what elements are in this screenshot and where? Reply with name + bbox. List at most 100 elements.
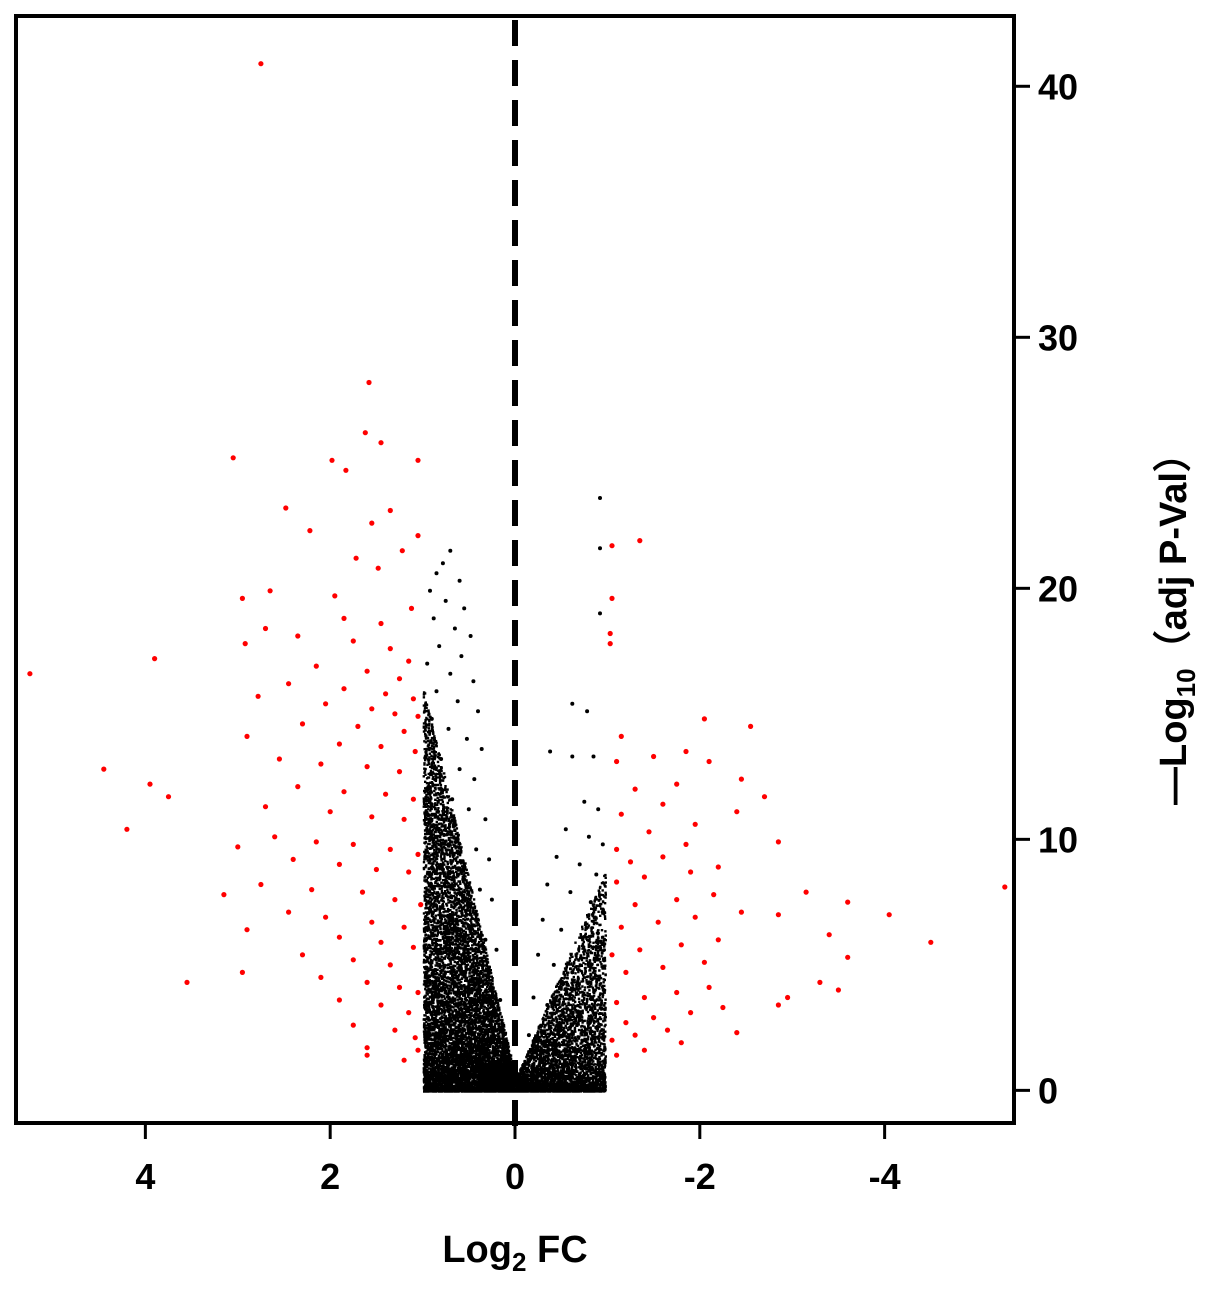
- data-point: [609, 952, 615, 958]
- data-point: [396, 676, 403, 682]
- data-point: [481, 1038, 486, 1043]
- data-point: [286, 681, 292, 687]
- data-point: [563, 1075, 568, 1080]
- data-point: [614, 999, 620, 1006]
- data-point: [239, 969, 245, 976]
- data-point: [531, 1073, 536, 1078]
- x-axis-title-subscript: 2: [512, 1247, 526, 1277]
- data-point: [623, 1020, 629, 1026]
- data-point: [165, 794, 172, 800]
- data-point: [378, 620, 384, 627]
- data-point: [362, 430, 368, 436]
- data-point: [466, 1028, 471, 1033]
- data-point: [415, 457, 421, 463]
- data-point: [559, 927, 564, 932]
- data-point: [336, 741, 342, 747]
- data-point: [378, 939, 384, 945]
- data-point: [392, 1027, 398, 1033]
- data-point: [683, 748, 689, 755]
- data-point: [364, 668, 370, 674]
- data-point: [476, 977, 480, 982]
- data-point: [582, 799, 587, 804]
- x-axis-title: Log2 FC: [442, 1229, 587, 1277]
- data-point: [536, 952, 541, 957]
- data-point: [586, 834, 591, 839]
- data-point: [364, 1045, 370, 1051]
- data-point: [472, 777, 477, 782]
- data-point: [570, 970, 575, 975]
- data-point: [845, 954, 851, 960]
- y-axis: 0 10 20 30 40: [1014, 66, 1078, 1111]
- data-point: [242, 641, 248, 647]
- data-point: [425, 661, 430, 666]
- data-point: [230, 455, 236, 461]
- data-point: [410, 796, 416, 802]
- y-axis-title-suffix: （adj P-Val）: [1153, 434, 1195, 668]
- data-point: [428, 907, 432, 912]
- data-point: [775, 912, 782, 918]
- data-point: [313, 663, 319, 669]
- data-point: [378, 743, 384, 750]
- data-point: [387, 646, 393, 652]
- data-point: [387, 962, 393, 968]
- data-point: [299, 952, 306, 958]
- y-axis-title: —Log10（adj P-Val）: [1153, 434, 1201, 805]
- data-point: [701, 716, 708, 722]
- data-point: [406, 869, 412, 875]
- data-point: [147, 781, 153, 787]
- data-point: [591, 754, 596, 759]
- data-point: [563, 827, 568, 832]
- data-point: [239, 595, 245, 602]
- data-point: [410, 696, 416, 702]
- data-point: [255, 693, 261, 699]
- data-point: [336, 934, 342, 940]
- data-point: [440, 561, 445, 566]
- data-point: [492, 1048, 497, 1053]
- data-point: [601, 988, 606, 992]
- data-point: [531, 995, 536, 1000]
- x-tick-label: 2: [320, 1156, 340, 1197]
- data-point: [600, 842, 605, 847]
- data-point: [258, 61, 264, 67]
- data-point: [692, 821, 698, 827]
- data-point: [462, 606, 467, 611]
- data-point: [623, 969, 629, 976]
- data-point: [660, 854, 666, 860]
- data-point: [775, 839, 782, 845]
- data-point: [618, 924, 624, 930]
- data-point: [350, 957, 356, 963]
- data-point: [692, 914, 698, 920]
- data-point: [494, 947, 499, 952]
- data-point: [459, 654, 464, 659]
- data-point: [522, 1065, 527, 1070]
- data-point: [570, 701, 575, 706]
- data-point: [399, 548, 405, 554]
- data-point: [678, 1040, 684, 1046]
- x-axis-title-main: Log: [442, 1229, 512, 1271]
- data-point: [577, 862, 582, 867]
- data-point: [468, 927, 473, 932]
- data-point: [295, 633, 301, 639]
- data-point: [554, 1048, 559, 1053]
- data-point: [646, 829, 652, 835]
- data-point: [455, 837, 460, 842]
- data-point: [341, 615, 347, 622]
- data-point: [369, 520, 375, 526]
- data-point: [468, 634, 473, 638]
- data-point: [775, 1002, 782, 1008]
- x-axis-title-suffix: FC: [526, 1229, 587, 1271]
- data-point: [434, 827, 439, 832]
- data-point: [262, 625, 269, 632]
- data-point: [568, 890, 573, 895]
- data-point: [540, 917, 545, 922]
- data-point: [457, 767, 462, 772]
- data-point: [437, 957, 442, 962]
- data-point: [545, 882, 550, 887]
- data-point: [618, 733, 624, 740]
- data-point: [489, 1078, 494, 1083]
- data-point: [536, 1068, 541, 1073]
- data-point: [614, 1052, 620, 1058]
- x-tick-label: 4: [135, 1156, 155, 1197]
- data-point: [276, 756, 282, 762]
- data-point: [734, 1030, 740, 1036]
